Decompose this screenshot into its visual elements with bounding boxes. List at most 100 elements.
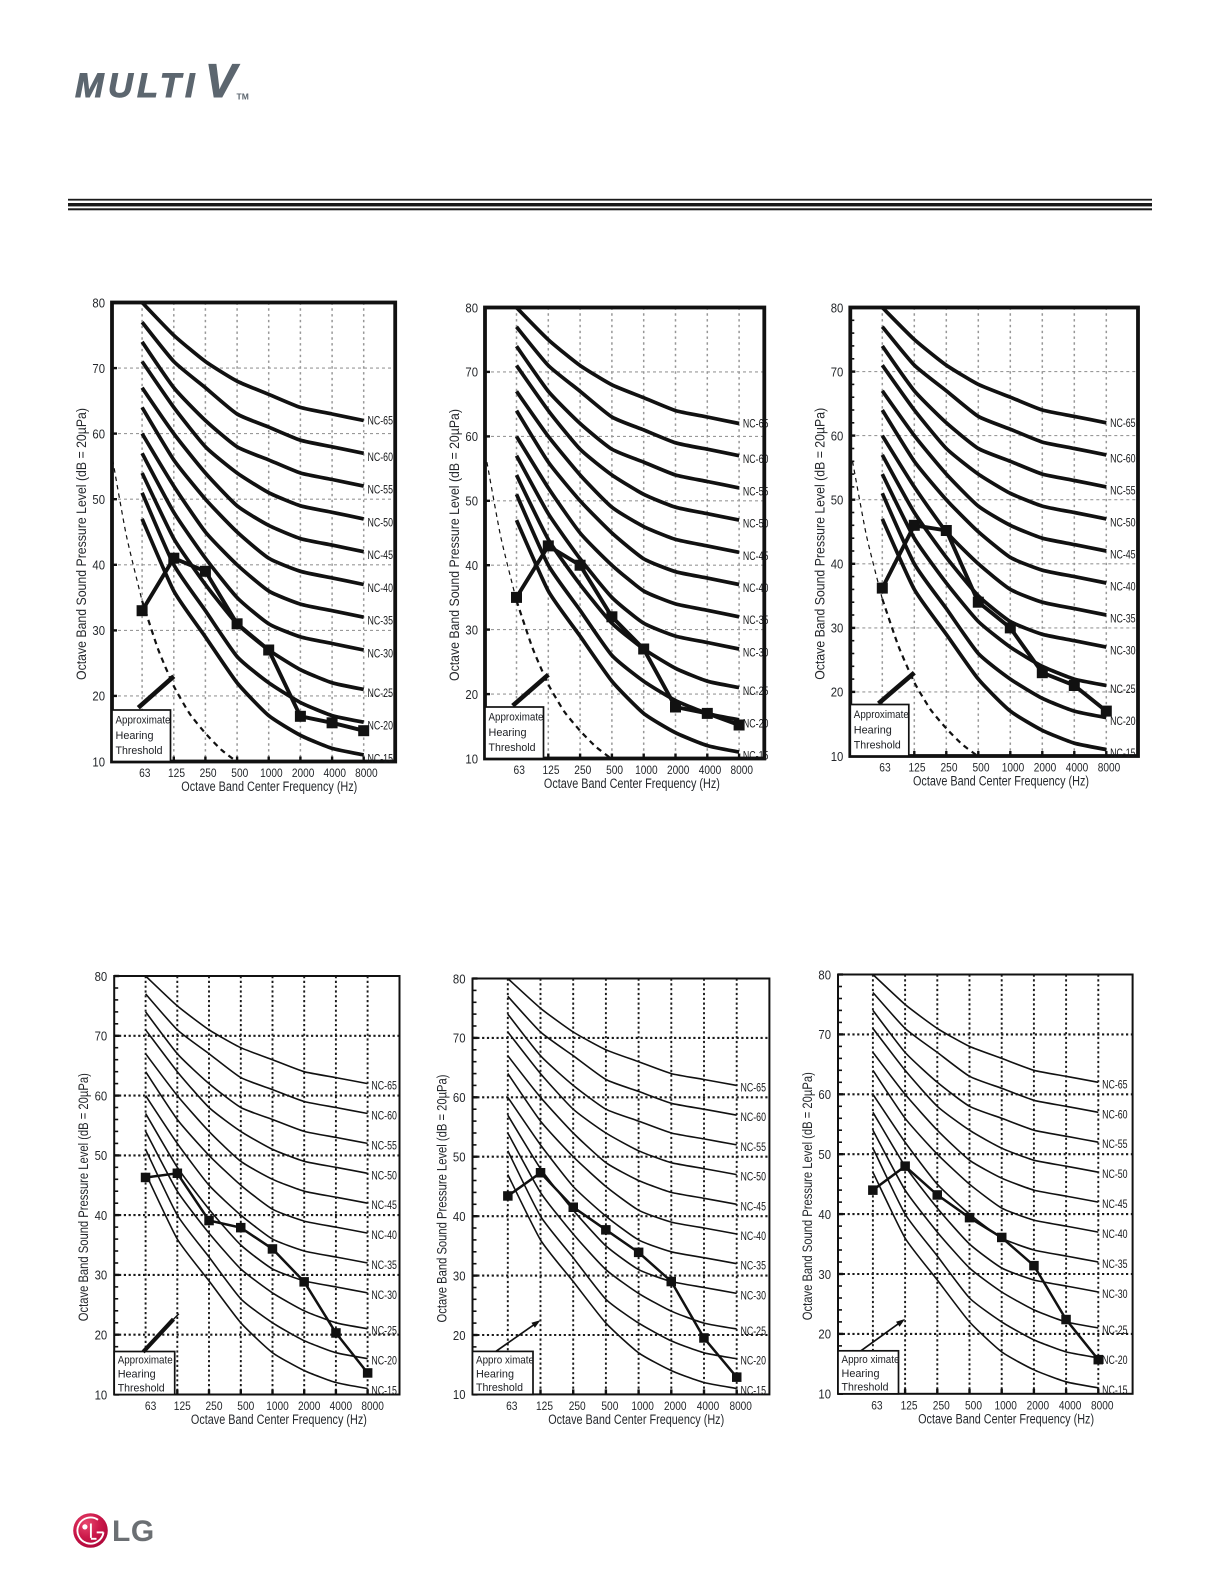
svg-text:20: 20 (453, 1328, 466, 1343)
svg-text:Appro ximate: Appro ximate (476, 1355, 534, 1367)
svg-text:63: 63 (145, 1399, 157, 1413)
svg-text:2000: 2000 (664, 1399, 687, 1413)
svg-text:NC-65: NC-65 (1102, 1077, 1128, 1091)
svg-text:NC-50: NC-50 (743, 517, 769, 531)
svg-text:4000: 4000 (1066, 761, 1089, 775)
svg-text:NC-20: NC-20 (1110, 714, 1136, 728)
svg-text:NC-55: NC-55 (371, 1138, 397, 1152)
svg-text:60: 60 (465, 429, 478, 444)
svg-text:NC-15: NC-15 (1110, 746, 1136, 760)
svg-text:NC-35: NC-35 (743, 613, 769, 627)
svg-text:250: 250 (206, 1399, 223, 1413)
svg-text:TM: TM (237, 92, 249, 102)
svg-text:NC-20: NC-20 (371, 1354, 397, 1368)
svg-text:30: 30 (818, 1267, 831, 1282)
svg-text:Octave Band Sound Pressure Lev: Octave Band Sound Pressure Level (dB = 2… (76, 1073, 91, 1321)
svg-text:Hearing: Hearing (854, 724, 892, 736)
svg-text:10: 10 (818, 1387, 831, 1402)
svg-text:NC-30: NC-30 (1110, 644, 1136, 658)
svg-text:250: 250 (200, 766, 217, 780)
svg-text:Octave Band Sound Pressure Lev: Octave Band Sound Pressure Level (dB = 2… (74, 408, 89, 680)
svg-text:4000: 4000 (697, 1399, 720, 1413)
svg-text:250: 250 (933, 1398, 950, 1412)
svg-text:NC-40: NC-40 (743, 581, 769, 595)
svg-text:60: 60 (453, 1090, 466, 1105)
svg-text:NC-60: NC-60 (368, 450, 394, 464)
svg-text:Octave Band Sound Pressure Lev: Octave Band Sound Pressure Level (dB = 2… (800, 1072, 815, 1320)
svg-text:60: 60 (831, 428, 844, 443)
svg-text:Approximate: Approximate (854, 709, 909, 721)
svg-text:NC-35: NC-35 (1110, 611, 1136, 625)
svg-text:1000: 1000 (260, 766, 283, 780)
svg-text:50: 50 (92, 492, 105, 507)
svg-text:NC-55: NC-55 (1102, 1137, 1128, 1151)
svg-text:NC-15: NC-15 (371, 1384, 397, 1398)
svg-text:NC-50: NC-50 (1102, 1167, 1128, 1181)
svg-text:63: 63 (879, 761, 891, 775)
svg-text:Appro ximate: Appro ximate (842, 1354, 900, 1366)
svg-text:80: 80 (831, 300, 844, 315)
svg-text:60: 60 (818, 1087, 831, 1102)
svg-text:NC-40: NC-40 (371, 1228, 397, 1242)
svg-text:NC-50: NC-50 (368, 515, 394, 529)
svg-text:20: 20 (95, 1328, 108, 1343)
svg-text:70: 70 (92, 361, 105, 376)
svg-text:Octave Band Center Frequency (: Octave Band Center Frequency (Hz) (181, 779, 357, 794)
svg-text:125: 125 (174, 1399, 191, 1413)
svg-text:10: 10 (465, 751, 478, 766)
svg-text:1000: 1000 (635, 763, 658, 777)
svg-text:250: 250 (569, 1399, 586, 1413)
svg-text:10: 10 (95, 1387, 108, 1402)
svg-text:500: 500 (965, 1398, 982, 1412)
svg-text:LG: LG (112, 1515, 155, 1548)
svg-text:NC-60: NC-60 (371, 1109, 397, 1123)
svg-text:50: 50 (818, 1147, 831, 1162)
svg-text:MULTI: MULTI (75, 67, 199, 105)
svg-text:NC-30: NC-30 (371, 1288, 397, 1302)
svg-text:63: 63 (871, 1398, 883, 1412)
svg-text:V: V (205, 54, 240, 107)
svg-text:80: 80 (92, 295, 105, 310)
svg-text:8000: 8000 (731, 763, 754, 777)
svg-text:80: 80 (453, 971, 466, 986)
svg-text:125: 125 (168, 766, 185, 780)
svg-text:50: 50 (453, 1150, 466, 1165)
svg-text:NC-20: NC-20 (368, 719, 394, 733)
svg-text:70: 70 (831, 364, 844, 379)
svg-text:NC-65: NC-65 (1110, 416, 1136, 430)
svg-text:Hearing: Hearing (842, 1368, 880, 1380)
svg-text:NC-25: NC-25 (371, 1324, 397, 1338)
svg-text:NC-50: NC-50 (1110, 515, 1136, 529)
svg-text:NC-60: NC-60 (741, 1110, 767, 1124)
svg-text:10: 10 (831, 749, 844, 764)
svg-text:500: 500 (237, 1399, 254, 1413)
svg-text:1000: 1000 (631, 1399, 654, 1413)
svg-text:Octave Band Sound Pressure Lev: Octave Band Sound Pressure Level (dB = 2… (447, 409, 462, 681)
svg-text:Hearing: Hearing (489, 727, 527, 739)
svg-text:NC-40: NC-40 (741, 1229, 767, 1243)
svg-text:Approximate: Approximate (489, 712, 544, 724)
svg-text:NC-65: NC-65 (743, 417, 769, 431)
svg-text:500: 500 (606, 763, 623, 777)
svg-text:30: 30 (453, 1268, 466, 1283)
svg-text:125: 125 (543, 763, 560, 777)
svg-text:60: 60 (95, 1088, 108, 1103)
svg-text:50: 50 (465, 494, 478, 509)
svg-text:NC-65: NC-65 (368, 414, 394, 428)
svg-text:Hearing: Hearing (116, 730, 154, 742)
svg-text:2000: 2000 (298, 1399, 321, 1413)
svg-text:Octave Band Sound Pressure Lev: Octave Band Sound Pressure Level (dB = 2… (435, 1075, 450, 1323)
svg-text:NC-15: NC-15 (368, 751, 394, 765)
svg-text:10: 10 (453, 1387, 466, 1402)
svg-text:8000: 8000 (729, 1399, 752, 1413)
svg-text:NC-50: NC-50 (741, 1170, 767, 1184)
svg-text:Octave Band Center Frequency (: Octave Band Center Frequency (Hz) (918, 1411, 1094, 1426)
svg-text:NC-35: NC-35 (371, 1258, 397, 1272)
svg-text:NC-45: NC-45 (371, 1198, 397, 1212)
svg-text:NC-20: NC-20 (1102, 1353, 1128, 1367)
svg-text:NC-60: NC-60 (743, 452, 769, 466)
svg-text:70: 70 (465, 365, 478, 380)
svg-text:Threshold: Threshold (489, 742, 536, 754)
svg-text:30: 30 (92, 623, 105, 638)
svg-text:4000: 4000 (330, 1399, 353, 1413)
